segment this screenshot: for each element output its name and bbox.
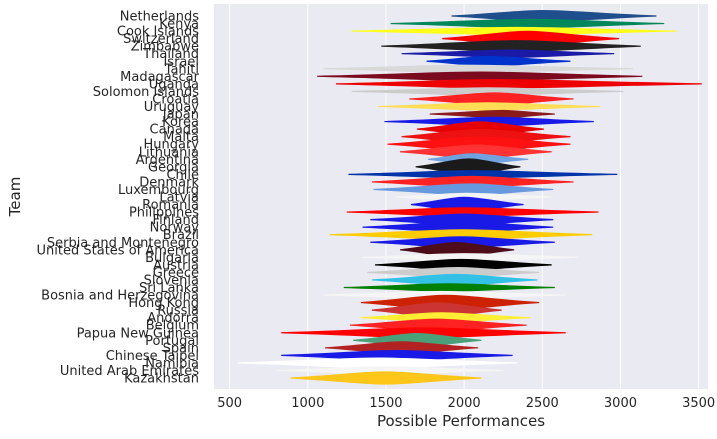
y-tick-label: United States of America — [37, 243, 199, 258]
x-tick-labels: 500 1000 1500 2000 2500 3000 3500 — [217, 396, 715, 411]
x-tick-label: 3500 — [682, 396, 715, 411]
y-tick-label: Thailand — [142, 47, 199, 62]
y-tick-label: Portugal — [145, 334, 199, 349]
y-tick-label: Hong Kong — [128, 296, 199, 311]
violin-tahiti — [323, 64, 633, 74]
y-tick-label: Luxembourg — [118, 183, 199, 198]
y-tick-label: Korea — [162, 115, 199, 130]
y-tick-label: Japan — [162, 108, 199, 123]
y-tick-label: Slovenia — [144, 273, 199, 288]
y-tick-label: Lithuania — [139, 145, 199, 160]
y-tick-label: Brazil — [163, 228, 199, 243]
y-tick-label: Kenya — [159, 17, 199, 32]
y-tick-label: Malta — [163, 130, 199, 145]
y-tick-label: Solomon Islands — [93, 85, 199, 100]
y-tick-label: Denmark — [139, 175, 199, 190]
y-tick-label: Chinese Taipei — [106, 349, 199, 364]
x-tick-label: 500 — [217, 396, 242, 411]
y-tick-label: Kazakhstan — [124, 372, 199, 387]
x-tick-label: 2500 — [526, 396, 559, 411]
x-tick-label: 3000 — [604, 396, 637, 411]
y-tick-label: Greece — [153, 266, 199, 281]
y-tick-label: Israel — [163, 55, 199, 70]
violin-uruguay — [378, 102, 601, 111]
violin-solomon-islands — [351, 87, 624, 96]
y-tick-label: Romania — [142, 198, 199, 213]
x-axis-title: Possible Performances — [377, 412, 545, 430]
y-tick-label: Uganda — [149, 77, 199, 92]
violin-madagascar — [317, 71, 643, 82]
violin-namibia — [237, 357, 518, 369]
y-tick-label: Philippines — [129, 206, 199, 221]
y-tick-label: Austria — [153, 258, 199, 273]
y-tick-label: United Arab Emirates — [60, 364, 199, 379]
violin-kazakhstan — [290, 371, 482, 385]
y-tick-label: Georgia — [148, 160, 199, 175]
y-tick-label: Zimbabwe — [131, 40, 199, 55]
y-tick-label: Sri Lanka — [139, 281, 199, 296]
y-tick-label: Spain — [163, 341, 199, 356]
y-tick-label: Belgium — [146, 319, 199, 334]
y-tick-label: Switzerland — [123, 32, 199, 47]
y-tick-label: Hungary — [143, 138, 199, 153]
y-tick-label: Argentina — [136, 153, 199, 168]
y-tick-label: Bulgaria — [145, 251, 199, 266]
y-axis-title: Team — [6, 177, 24, 218]
y-tick-label: Russia — [157, 304, 199, 319]
y-tick-label: Papua New Guinea — [77, 326, 199, 341]
y-tick-label: Tahiti — [164, 62, 199, 77]
y-tick-label: Latvia — [159, 191, 199, 206]
violin-series — [237, 9, 702, 385]
y-tick-label: Bosnia and Herzegovina — [41, 289, 199, 304]
y-tick-label: Cook Islands — [117, 25, 199, 40]
y-tick-label: Netherlands — [120, 10, 199, 25]
y-tick-label: Serbia and Montenegro — [47, 236, 199, 251]
violin-cook-islands — [351, 26, 677, 36]
y-tick-label: Croatia — [152, 92, 199, 107]
x-tick-label: 2000 — [448, 396, 481, 411]
y-tick-label: Namibia — [145, 356, 199, 371]
x-tick-label: 1500 — [369, 396, 402, 411]
y-tick-label: Madagascar — [120, 70, 200, 85]
y-tick-label: Canada — [150, 123, 199, 138]
y-tick-label: Finland — [153, 213, 199, 228]
y-tick-label: Uruguay — [144, 100, 200, 115]
y-tick-label: Chile — [166, 168, 199, 183]
y-tick-label: Andorra — [147, 311, 199, 326]
x-tick-label: 1000 — [291, 396, 324, 411]
violin-sri-lanka — [343, 283, 555, 292]
y-tick-label: Norway — [150, 221, 200, 236]
